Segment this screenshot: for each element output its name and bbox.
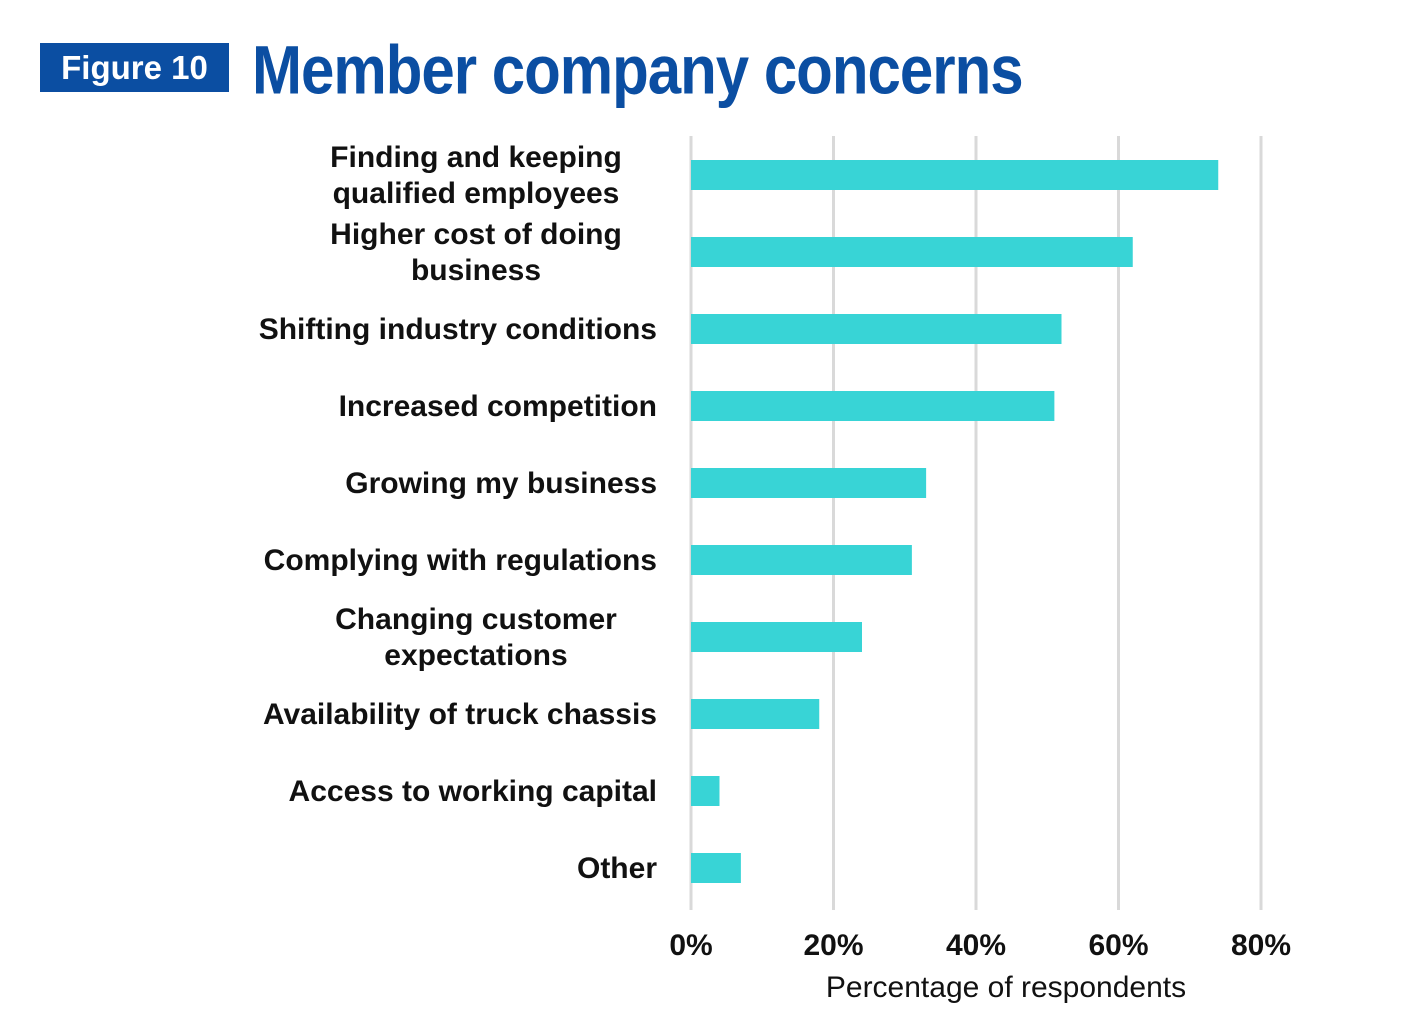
bar-8 [691,699,820,729]
x-tick-label-80: 80% [1231,929,1291,962]
category-label-8: Availability of truck chassis [263,698,657,731]
x-tick-label-40: 40% [946,929,1006,962]
category-labels: Finding and keeping qualified employees Hi… [259,141,658,885]
bar-4 [691,391,1055,421]
category-label-9: Access to working capital [289,775,657,808]
bars [691,160,1219,883]
category-label-5: Growing my business [345,467,657,500]
bar-1 [691,160,1219,190]
x-tick-labels: 0% 20% 40% 60% 80% [669,929,1291,962]
category-label-2: Higher cost of doing business [330,218,622,287]
bar-6 [691,545,912,575]
bar-9 [691,776,720,806]
chart-title: Member company concerns [252,31,1024,109]
bar-2 [691,237,1133,267]
x-axis-title: Percentage of respondents [826,971,1186,1004]
bar-10 [691,853,741,883]
x-tick-label-0: 0% [669,929,712,962]
category-label-3: Shifting industry conditions [259,313,657,346]
category-label-1: Finding and keeping qualified employees [330,141,622,210]
category-label-6: Complying with regulations [264,544,657,577]
category-label-10: Other [577,852,657,885]
category-label-4: Increased competition [339,390,657,423]
bar-3 [691,314,1062,344]
bar-7 [691,622,862,652]
x-tick-label-60: 60% [1088,929,1148,962]
figure-badge: Figure 10 [40,43,229,92]
category-label-7: Changing customer expectations [335,603,617,672]
bar-5 [691,468,927,498]
x-tick-label-20: 20% [803,929,863,962]
